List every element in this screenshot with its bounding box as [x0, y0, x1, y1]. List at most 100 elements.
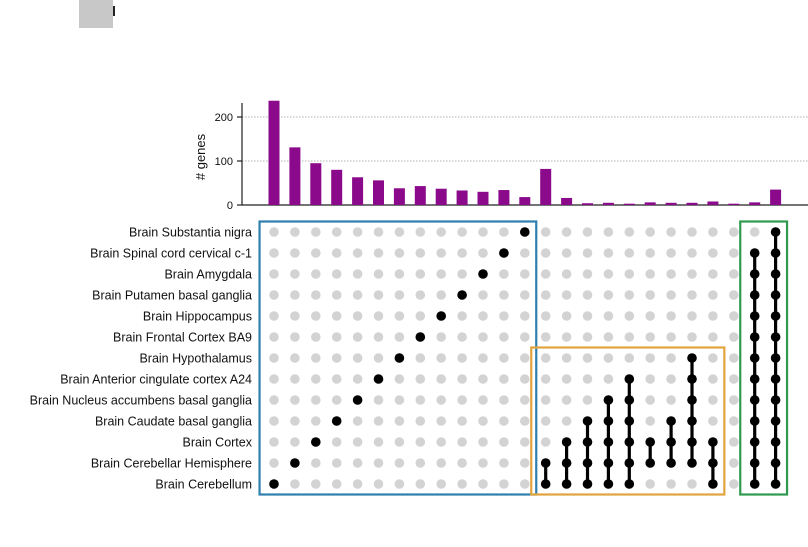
dot-inactive — [624, 290, 635, 300]
dot-inactive — [520, 269, 530, 279]
dot-inactive — [269, 395, 279, 405]
dot-inactive — [729, 248, 739, 258]
dot-active — [540, 479, 551, 489]
dot-inactive — [436, 227, 447, 237]
dot-inactive — [603, 311, 614, 321]
dot-inactive — [603, 248, 614, 258]
dot-inactive — [352, 458, 363, 468]
dot-inactive — [352, 311, 363, 321]
dot-inactive — [394, 269, 405, 279]
dot-inactive — [311, 227, 321, 237]
highlight-box — [530, 346, 726, 496]
dot-inactive — [499, 269, 509, 279]
dot-inactive — [666, 395, 676, 405]
dot-inactive — [394, 311, 405, 321]
dot-active — [352, 395, 363, 405]
dot-active — [540, 458, 551, 468]
dot-inactive — [373, 227, 384, 237]
dot-inactive — [729, 332, 739, 342]
dot-active — [603, 437, 614, 447]
corner-tick-mark — [113, 6, 115, 16]
dot-inactive — [331, 395, 342, 405]
dot-active — [624, 458, 635, 468]
dot-inactive — [415, 353, 426, 363]
dot-inactive — [499, 458, 509, 468]
dot-inactive — [290, 416, 300, 426]
dot-active — [373, 374, 384, 384]
dot-inactive — [269, 227, 279, 237]
bar — [352, 177, 364, 205]
dot-active — [708, 479, 718, 489]
bar — [749, 202, 761, 205]
dot-active — [603, 458, 614, 468]
dot-inactive — [415, 416, 426, 426]
dot-inactive — [603, 332, 614, 342]
dot-inactive — [687, 311, 697, 321]
dot-active — [582, 416, 593, 426]
dot-inactive — [394, 458, 405, 468]
dot-inactive — [457, 248, 467, 258]
dot-inactive — [457, 227, 467, 237]
dot-inactive — [729, 353, 739, 363]
dot-active — [603, 479, 614, 489]
dot-active — [520, 227, 530, 237]
dot-active — [561, 437, 572, 447]
dot-inactive — [311, 479, 321, 489]
dot-inactive — [269, 248, 279, 258]
dot-inactive — [331, 248, 342, 258]
set-label: Brain Spinal cord cervical c-1 — [90, 247, 252, 261]
dot-active — [708, 458, 718, 468]
dot-inactive — [666, 374, 676, 384]
dot-active — [749, 332, 760, 342]
dot-inactive — [645, 227, 655, 237]
dot-inactive — [520, 248, 530, 258]
dot-active — [311, 437, 321, 447]
dot-inactive — [666, 479, 676, 489]
bar — [644, 202, 656, 205]
dot-inactive — [415, 374, 426, 384]
dot-inactive — [478, 227, 488, 237]
dot-inactive — [436, 353, 447, 363]
dot-inactive — [540, 395, 551, 405]
dot-active — [499, 248, 509, 258]
dot-inactive — [666, 248, 676, 258]
dot-active — [645, 437, 655, 447]
dot-active — [603, 416, 614, 426]
dot-active — [478, 269, 488, 279]
dot-inactive — [290, 311, 300, 321]
dot-inactive — [540, 437, 551, 447]
bar — [561, 197, 573, 205]
dot-inactive — [331, 311, 342, 321]
bar — [770, 189, 782, 205]
dot-active — [666, 458, 676, 468]
dot-active — [582, 479, 593, 489]
y-axis: 0 100 200 — [215, 103, 808, 212]
dot-inactive — [331, 353, 342, 363]
dot-inactive — [352, 269, 363, 279]
dot-inactive — [290, 479, 300, 489]
dot-inactive — [582, 395, 593, 405]
bar — [331, 169, 343, 205]
dot-inactive — [499, 290, 509, 300]
dot-inactive — [394, 248, 405, 258]
dot-inactive — [582, 311, 593, 321]
dot-inactive — [729, 437, 739, 447]
dot-inactive — [561, 374, 572, 384]
dot-active — [290, 458, 300, 468]
dot-inactive — [687, 227, 697, 237]
set-label: Brain Hippocampus — [143, 310, 252, 324]
dot-inactive — [687, 290, 697, 300]
dot-active — [687, 353, 697, 363]
bar — [540, 168, 552, 205]
bar — [435, 188, 447, 205]
dot-active — [687, 458, 697, 468]
y-tick-label: 200 — [215, 112, 233, 124]
set-label: Brain Amygdala — [164, 268, 252, 282]
set-label: Brain Substantia nigra — [129, 226, 252, 240]
dot-active — [749, 416, 760, 426]
dot-inactive — [540, 290, 551, 300]
dot-inactive — [269, 290, 279, 300]
dot-inactive — [311, 290, 321, 300]
dot-inactive — [708, 353, 718, 363]
dot-inactive — [561, 248, 572, 258]
